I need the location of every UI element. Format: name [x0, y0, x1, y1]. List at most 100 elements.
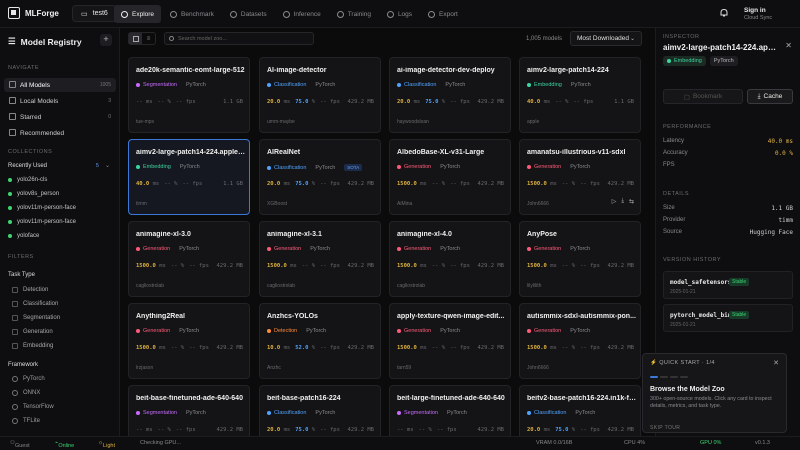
model-card[interactable]: AlbedoBase-XL-v31-Large Generation PyTorch…: [389, 139, 511, 215]
tab-datasets[interactable]: Datasets: [223, 5, 274, 23]
model-card[interactable]: aimv2-large-patch14-224.apple-... Embeddi…: [128, 139, 250, 215]
framework-pytorch[interactable]: PyTorch: [12, 372, 112, 385]
main-nav: Explore Benchmark Datasets Inference Trainin…: [114, 5, 465, 23]
fps-metric: -- fps: [450, 99, 470, 105]
checkbox[interactable]: [12, 328, 18, 335]
tab-logs[interactable]: Logs: [380, 5, 419, 23]
model-card[interactable]: ai-image-detector-dev-deploy Classificati…: [389, 57, 511, 133]
checkbox[interactable]: [12, 300, 18, 307]
task-badge: Classification: [267, 410, 306, 416]
framework-header[interactable]: Framework: [8, 358, 116, 371]
filter-label: Embedding: [23, 342, 54, 349]
grid-view-button[interactable]: [129, 33, 142, 44]
search-input[interactable]: Search model zoo...: [164, 32, 314, 45]
model-metrics: -- ms -- % -- fps: [136, 427, 196, 433]
list-view-button[interactable]: ≡: [142, 33, 155, 44]
model-card[interactable]: AnyPose Generation PyTorch 1500.0 ms -- % -- …: [519, 221, 641, 297]
fps-unit: fps: [330, 427, 340, 433]
accuracy-value: --: [418, 427, 426, 433]
tab-export[interactable]: Export: [421, 5, 465, 23]
recent-item[interactable]: yolov8s_person: [8, 187, 116, 200]
skip-tour-button[interactable]: SKIP TOUR: [650, 425, 681, 431]
accuracy-metric: 75.0 %: [295, 99, 315, 105]
checkbox[interactable]: [12, 342, 18, 349]
model-card[interactable]: autismmix-sdxl-autismmix-pon... Generatio…: [519, 303, 641, 379]
latency-metric: 1500.0 ms: [527, 263, 557, 269]
model-card[interactable]: AIRealNet Classification PyTorch SOTA 20.0 m…: [259, 139, 381, 215]
model-card[interactable]: amanatsu-illustrious-v11-sdxl Generation P…: [519, 139, 641, 215]
bell-icon[interactable]: [719, 8, 729, 18]
model-org: John6666: [527, 365, 549, 371]
task-badge: Generation: [527, 246, 561, 252]
tab-explore[interactable]: Explore: [114, 5, 162, 23]
play-icon[interactable]: ▷: [611, 199, 617, 205]
tab-benchmark[interactable]: Benchmark: [163, 5, 221, 23]
model-card[interactable]: aimv2-large-patch14-224 Embedding PyTorch 4…: [519, 57, 641, 133]
bookmark-button[interactable]: ▢ Bookmark: [663, 89, 743, 104]
model-name: autismmix-sdxl-autismmix-pon...: [527, 313, 636, 320]
sidebar-item-starred[interactable]: Starred 0: [4, 110, 116, 124]
model-name: beitv2-base-patch16-224.in1k-ft...: [527, 395, 637, 402]
close-icon[interactable]: ✕: [785, 41, 792, 50]
model-size: 429.2 MB: [607, 263, 635, 269]
recent-item[interactable]: yolo26n-cls: [8, 173, 116, 186]
recent-item[interactable]: yolov11m-person-face: [8, 215, 116, 228]
theme-toggle[interactable]: ☼ Light: [98, 440, 115, 449]
logo-icon: [8, 7, 20, 19]
task-type-header[interactable]: Task Type: [8, 268, 116, 281]
cache-button[interactable]: ⤓ Cache: [747, 89, 793, 104]
framework-tensorflow[interactable]: TensorFlow: [12, 400, 112, 413]
brand[interactable]: MLForge: [8, 7, 59, 19]
checkbox[interactable]: [12, 314, 18, 321]
filter-embedding[interactable]: Embedding: [12, 339, 120, 352]
accuracy-value: --: [431, 181, 439, 187]
inspector-row: Provider timm: [663, 217, 793, 224]
add-model-button[interactable]: +: [100, 34, 112, 46]
model-card[interactable]: Anzhcs-YOLOs Detection PyTorch 10.0 ms 52.0 …: [259, 303, 381, 379]
model-tags: Segmentation PyTorch: [136, 410, 206, 416]
filter-generation[interactable]: Generation: [12, 325, 120, 338]
model-card[interactable]: apply-texture-qwen-image-edit... Generati…: [389, 303, 511, 379]
version-item[interactable]: pytorch_model_bin 2025-01-21 Stable: [663, 304, 793, 332]
framework-tflite[interactable]: TFLite: [12, 414, 112, 427]
latency-metric: 1500.0 ms: [397, 181, 427, 187]
model-card[interactable]: animagine-xl-3.0 Generation PyTorch 1500.0 …: [128, 221, 250, 297]
chevron-down-icon: ⌄: [629, 36, 635, 42]
sidebar-item-local-models[interactable]: Local Models 3: [4, 94, 116, 108]
download-icon[interactable]: ⤓: [621, 198, 624, 204]
tab-inference[interactable]: Inference: [276, 5, 328, 23]
version-item[interactable]: model_safetensors 2025-01-21 Stable: [663, 271, 793, 299]
compare-icon[interactable]: ⇆: [628, 199, 634, 205]
filter-classification[interactable]: Classification: [12, 297, 120, 310]
framework-onnx[interactable]: ONNX: [12, 386, 112, 399]
latency-unit: ms: [290, 263, 297, 269]
task-dot: [527, 247, 531, 251]
tab-label: Inference: [293, 10, 321, 18]
model-size: 429.2 MB: [477, 99, 505, 105]
model-card[interactable]: Anything2Real Generation PyTorch 1500.0 ms -…: [128, 303, 250, 379]
sidebar-item-all-models[interactable]: All Models 1005: [4, 78, 116, 92]
model-card[interactable]: animagine-xl-3.1 Generation PyTorch 1500.0 …: [259, 221, 381, 297]
model-card[interactable]: ade20k-semantic-eomt-large-512 Segmentati…: [128, 57, 250, 133]
sort-select[interactable]: Most Downloaded ⌄: [570, 31, 642, 46]
sidebar-item-recommended[interactable]: Recommended: [4, 126, 116, 140]
model-card[interactable]: animagine-xl-4.0 Generation PyTorch 1500.0 …: [389, 221, 511, 297]
filter-segmentation[interactable]: Segmentation: [12, 311, 120, 324]
recent-item[interactable]: yoloface: [8, 229, 116, 242]
project-selector[interactable]: ▭ test6: [72, 5, 117, 22]
task-badge: Generation: [397, 328, 431, 334]
accuracy-metric: -- %: [432, 345, 445, 351]
fps-value: --: [450, 345, 457, 351]
model-card[interactable]: AI-image-detector Classification PyTorch 20…: [259, 57, 381, 133]
checkbox[interactable]: [12, 286, 18, 293]
framework-label: PyTorch: [570, 328, 591, 334]
filter-detection[interactable]: Detection: [12, 283, 120, 296]
recently-used-header[interactable]: Recently Used 5 ⌄: [8, 159, 116, 172]
tab-training[interactable]: Training: [330, 5, 378, 23]
recent-item[interactable]: yolov11m-person-face: [8, 201, 116, 214]
latency-metric: -- ms: [136, 99, 153, 105]
close-icon[interactable]: ✕: [773, 360, 779, 367]
version-label: v0.1.3: [755, 440, 770, 446]
sign-in-button[interactable]: Sign in Cloud Sync: [744, 7, 772, 21]
framework-label: PyTorch: [185, 82, 206, 88]
